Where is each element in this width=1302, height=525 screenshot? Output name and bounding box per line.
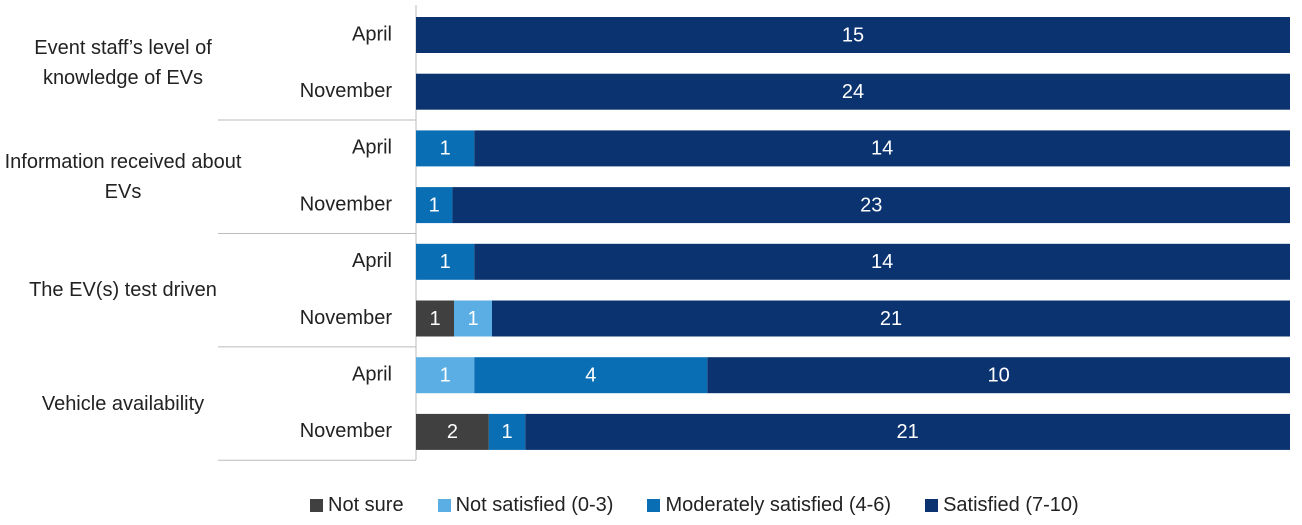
group-label: Information received about EVs: [4, 150, 242, 203]
legend-label: Not satisfied (0-3): [455, 494, 614, 516]
category-label: April: [352, 137, 392, 159]
data-label: 2: [447, 421, 458, 443]
bar-segment: [416, 130, 475, 167]
data-label: 21: [897, 421, 919, 443]
category-label: April: [352, 250, 392, 272]
data-label: 15: [842, 24, 864, 46]
category-label: November: [300, 80, 393, 102]
bar-segment: [416, 243, 475, 280]
data-label: 1: [440, 251, 451, 273]
data-label: 23: [860, 194, 882, 216]
bar-segment: [416, 357, 475, 394]
group-label: The EV(s) test driven: [29, 279, 217, 302]
bar-segment: [416, 73, 1290, 110]
category-label: November: [300, 193, 393, 215]
data-label: 1: [429, 194, 440, 216]
legend-label: Satisfied (7-10): [943, 494, 1079, 516]
group-label: Event staff’s level of knowledge of EVs: [34, 37, 212, 90]
category-label: November: [300, 307, 393, 329]
data-label: 1: [440, 364, 451, 386]
bar-segment: [707, 357, 1290, 394]
group-label: Vehicle availability: [41, 392, 205, 415]
bar-segment: [416, 300, 454, 337]
data-label: 1: [440, 138, 451, 160]
bar-segment: [416, 413, 489, 450]
bar-segment: [416, 187, 453, 224]
legend-label: Moderately satisfied (4-6): [665, 494, 892, 516]
data-label: 24: [842, 81, 864, 103]
legend-swatch: [925, 499, 939, 512]
bar-segment: [474, 243, 1290, 280]
category-label: November: [300, 420, 393, 442]
legend-item: Not satisfied (0-3): [437, 494, 614, 517]
data-label: 21: [880, 308, 902, 330]
bar-segment: [488, 413, 526, 450]
data-label: 1: [501, 421, 512, 443]
bar-segment: [452, 187, 1291, 224]
bar-segment: [416, 17, 1290, 53]
bar-segment: [474, 130, 1290, 167]
legend: Not sure Not satisfied (0-3) Moderately sa…: [310, 494, 1079, 517]
bar-segment: [525, 413, 1290, 450]
bar-segment: [474, 357, 708, 394]
category-label: April: [352, 363, 392, 385]
legend-swatch: [437, 499, 451, 512]
data-label: 14: [871, 138, 893, 160]
legend-item: Moderately satisfied (4-6): [647, 494, 891, 517]
data-label: 1: [467, 308, 478, 330]
data-label: 4: [585, 364, 596, 386]
category-label: April: [352, 23, 392, 45]
bar-segment: [454, 300, 492, 337]
data-label: 1: [429, 308, 440, 330]
legend-item: Satisfied (7-10): [925, 494, 1079, 517]
legend-label: Not sure: [328, 494, 404, 516]
legend-item: Not sure: [310, 494, 404, 517]
legend-swatch: [647, 499, 661, 512]
bar-segment: [492, 300, 1290, 337]
legend-swatch: [310, 499, 323, 512]
data-label: 10: [988, 364, 1010, 386]
data-label: 14: [871, 251, 893, 273]
